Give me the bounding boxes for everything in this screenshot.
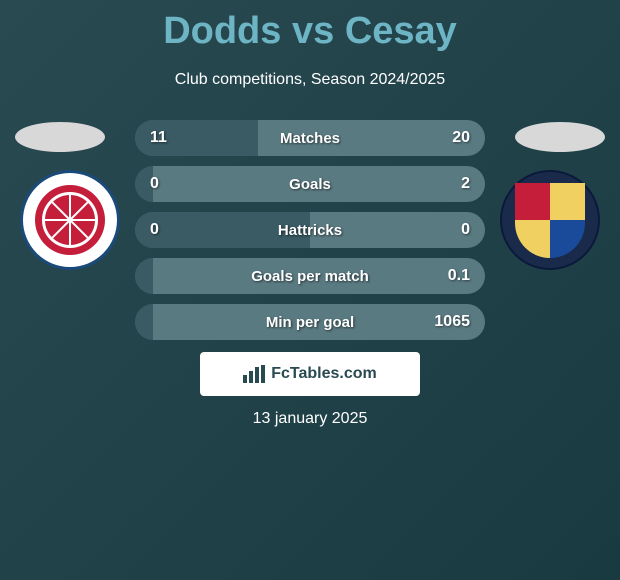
comparison-widget: Dodds vs Cesay Club competitions, Season… — [0, 0, 620, 580]
stat-value-right: 20 — [452, 129, 470, 147]
player2-name: Cesay — [345, 10, 457, 52]
stat-label: Hattricks — [278, 222, 342, 239]
hartlepool-badge-icon — [35, 185, 105, 255]
page-title: Dodds vs Cesay — [0, 0, 620, 53]
stat-fill-left — [135, 258, 153, 294]
stat-row: 0 2 Goals — [135, 166, 485, 202]
stat-value-right: 0 — [461, 221, 470, 239]
vs-text: vs — [292, 10, 334, 52]
stat-fill-left — [135, 304, 153, 340]
stat-row: 1065 Min per goal — [135, 304, 485, 340]
stat-label: Goals per match — [251, 268, 369, 285]
player1-name: Dodds — [163, 10, 281, 52]
stats-container: 11 20 Matches 0 2 Goals 0 0 Hattricks 0.1 Goals pe… — [135, 120, 485, 350]
stat-label: Goals — [289, 176, 331, 193]
logo-text: FcTables.com — [271, 365, 377, 383]
stat-label: Matches — [280, 130, 340, 147]
chart-icon — [243, 365, 265, 383]
player2-photo-placeholder — [515, 122, 605, 152]
stat-row: 0 0 Hattricks — [135, 212, 485, 248]
date-label: 13 january 2025 — [253, 410, 368, 428]
club-badge-left — [20, 170, 120, 270]
subtitle: Club competitions, Season 2024/2025 — [0, 71, 620, 89]
stat-row: 0.1 Goals per match — [135, 258, 485, 294]
wealdstone-badge-icon — [515, 183, 585, 258]
stat-value-right: 1065 — [434, 313, 470, 331]
club-badge-right — [500, 170, 600, 270]
stat-value-left: 11 — [150, 129, 167, 147]
stat-row: 11 20 Matches — [135, 120, 485, 156]
stat-label: Min per goal — [266, 314, 354, 331]
stat-value-right: 2 — [461, 175, 470, 193]
stat-value-left: 0 — [150, 175, 159, 193]
stat-value-right: 0.1 — [448, 267, 470, 285]
stat-value-left: 0 — [150, 221, 159, 239]
fctables-logo[interactable]: FcTables.com — [200, 352, 420, 396]
player1-photo-placeholder — [15, 122, 105, 152]
